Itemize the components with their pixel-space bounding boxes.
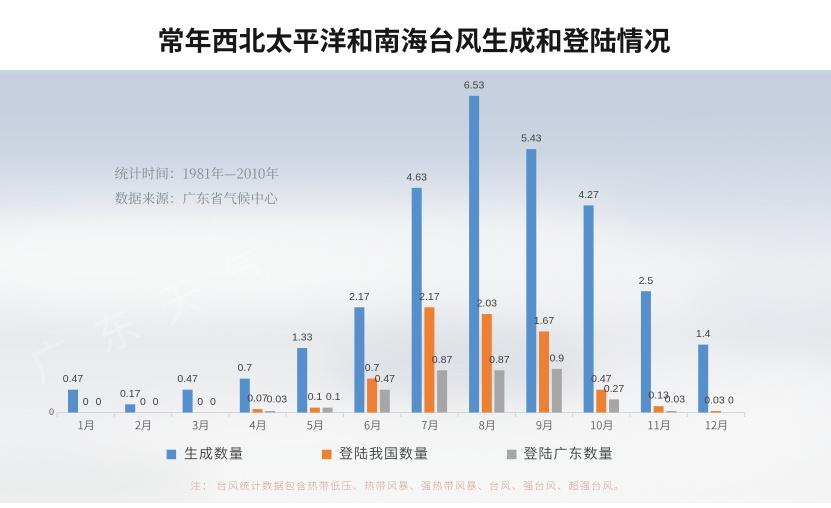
svg-text:0: 0 [153, 396, 159, 408]
svg-text:0: 0 [140, 396, 146, 408]
svg-text:1.67: 1.67 [534, 315, 555, 327]
svg-text:4.27: 4.27 [578, 189, 599, 201]
svg-text:1.33: 1.33 [292, 332, 313, 344]
svg-text:0.17: 0.17 [120, 388, 141, 400]
svg-text:2.5: 2.5 [639, 275, 654, 287]
svg-text:0.87: 0.87 [489, 354, 510, 366]
svg-text:2.03: 2.03 [477, 298, 498, 310]
svg-text:6.53: 6.53 [464, 79, 485, 91]
svg-text:0.1: 0.1 [326, 391, 341, 403]
svg-text:0.9: 0.9 [549, 352, 564, 364]
svg-text:0.47: 0.47 [375, 373, 396, 385]
svg-text:0: 0 [210, 396, 216, 408]
svg-text:2.17: 2.17 [349, 291, 370, 303]
svg-text:0.47: 0.47 [63, 373, 84, 385]
svg-text:0.1: 0.1 [308, 391, 323, 403]
svg-text:0: 0 [95, 396, 101, 408]
svg-text:2.17: 2.17 [419, 291, 440, 303]
svg-text:0: 0 [197, 396, 203, 408]
svg-text:0.47: 0.47 [177, 373, 198, 385]
svg-text:0.03: 0.03 [704, 395, 725, 407]
svg-text:0.7: 0.7 [365, 362, 380, 374]
svg-text:0.7: 0.7 [237, 362, 252, 374]
svg-text:0: 0 [728, 395, 734, 407]
svg-text:0.07: 0.07 [247, 393, 268, 405]
svg-text:0: 0 [49, 407, 54, 417]
svg-text:4.63: 4.63 [406, 171, 427, 183]
svg-text:1.4: 1.4 [696, 328, 711, 340]
svg-text:0.47: 0.47 [591, 373, 612, 385]
svg-text:0.13: 0.13 [648, 390, 669, 402]
svg-text:5.43: 5.43 [521, 133, 542, 145]
svg-text:0.27: 0.27 [604, 383, 625, 395]
svg-text:0: 0 [83, 396, 89, 408]
svg-text:0.03: 0.03 [665, 394, 686, 406]
svg-text:0.03: 0.03 [267, 393, 288, 405]
svg-text:0.87: 0.87 [432, 354, 453, 366]
